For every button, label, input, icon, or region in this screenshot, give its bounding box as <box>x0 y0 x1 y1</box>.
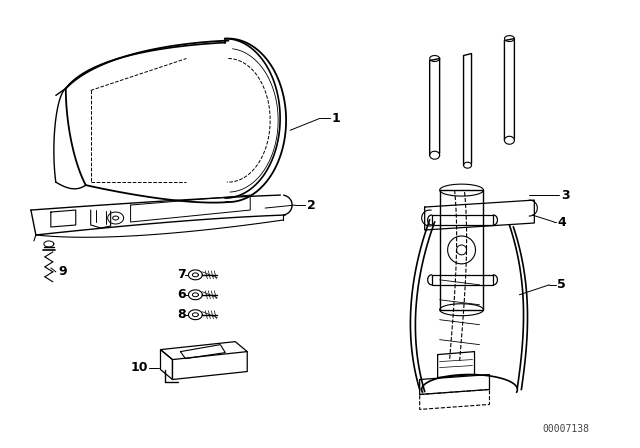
Text: 00007138: 00007138 <box>542 424 589 435</box>
Text: 2: 2 <box>307 198 316 211</box>
Text: 7: 7 <box>177 268 186 281</box>
Text: 8: 8 <box>177 308 186 321</box>
Text: 3: 3 <box>561 189 570 202</box>
Text: 10: 10 <box>131 361 148 374</box>
Text: 5: 5 <box>557 278 566 291</box>
Text: 9: 9 <box>59 265 67 278</box>
Text: 4: 4 <box>557 215 566 228</box>
Text: 6: 6 <box>177 288 186 301</box>
Text: 1: 1 <box>332 112 340 125</box>
